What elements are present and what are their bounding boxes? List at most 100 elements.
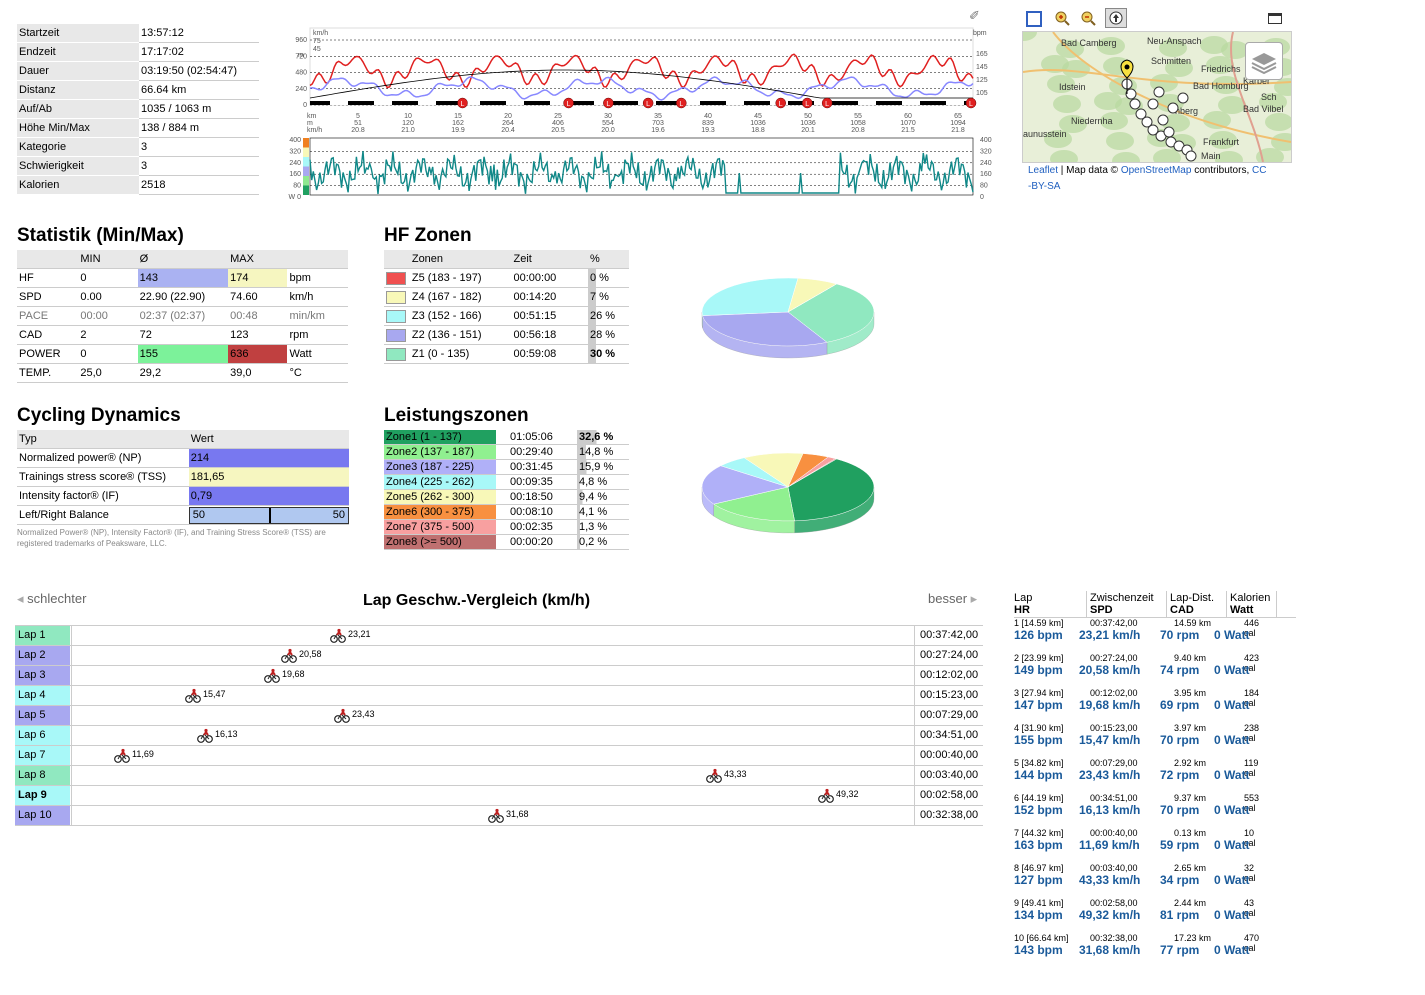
track-point[interactable] xyxy=(1129,98,1141,110)
lap-compare-row[interactable]: Lap 3 19,68 00:12:02,00 xyxy=(15,666,983,686)
summary-key: Höhe Min/Max xyxy=(17,118,139,138)
zoom-out-icon[interactable] xyxy=(1080,10,1096,26)
track-point[interactable] xyxy=(1147,124,1159,136)
lap-list-item[interactable]: 4 [31.90 km] 00:15:23,00 3.97 km 238 cal 155… xyxy=(1014,723,1264,755)
track-point[interactable] xyxy=(1177,92,1189,104)
lap-list-watt: 0 Watt xyxy=(1214,628,1250,642)
lap-list-item[interactable]: 5 [34.82 km] 00:07:29,00 2.92 km 119 cal 144… xyxy=(1014,758,1264,790)
bicycle-icon xyxy=(197,728,213,743)
layers-icon[interactable] xyxy=(1245,42,1283,80)
lap-compare-name[interactable]: Lap 1 xyxy=(15,626,70,645)
lap-marker[interactable] xyxy=(821,97,833,109)
main-m-tick: 1058 xyxy=(850,120,866,127)
summary-key: Endzeit xyxy=(17,42,139,62)
lap-marker[interactable] xyxy=(457,97,468,109)
hf-zone-swatch xyxy=(386,347,406,361)
cc-bysa-link[interactable]: -BY-SA xyxy=(1028,181,1061,192)
lap-list-hr: 134 bpm xyxy=(1014,908,1063,922)
lap-compare-name[interactable]: Lap 8 xyxy=(15,766,70,785)
fit-bounds-icon[interactable] xyxy=(1026,11,1042,27)
statistik-name: HF xyxy=(17,268,79,288)
lap-list-lap: 8 [46.97 km] xyxy=(1014,863,1064,873)
lap-list-item[interactable]: 6 [44.19 km] 00:34:51,00 9.37 km 553 cal 152… xyxy=(1014,793,1264,825)
better-nav[interactable]: besser ▸ xyxy=(928,591,977,607)
statistik-unit: Watt xyxy=(287,344,348,364)
track-point[interactable] xyxy=(1147,98,1159,110)
lap-compare-row[interactable]: Lap 1 23,21 00:37:42,00 xyxy=(15,626,983,646)
lap-compare-row[interactable]: Lap 8 43,33 00:03:40,00 xyxy=(15,766,983,786)
summary-row: Endzeit 17:17:02 xyxy=(17,42,259,62)
track-point[interactable] xyxy=(1153,86,1165,98)
chart-settings-icon[interactable]: ✐ xyxy=(969,8,980,23)
lap-list-dist: 14.59 km xyxy=(1174,618,1212,628)
track-point[interactable] xyxy=(1163,126,1175,138)
track-point[interactable] xyxy=(1185,150,1197,162)
lap-marker[interactable] xyxy=(563,97,574,109)
lap-list-item[interactable]: 2 [23.99 km] 00:27:24,00 9.40 km 423 cal 149… xyxy=(1014,653,1264,685)
lap-list-time: 00:15:23,00 xyxy=(1090,723,1138,733)
lap-list-item[interactable]: 10 [66.64 km] 00:32:38,00 17.23 km 470 cal 1… xyxy=(1014,933,1264,965)
cc-link[interactable]: CC xyxy=(1252,165,1267,176)
lap-compare-row[interactable]: Lap 7 11,69 00:00:40,00 xyxy=(15,746,983,766)
power-zone-pct: 14,8 % xyxy=(577,444,629,460)
track-point[interactable] xyxy=(1141,116,1153,128)
lap-list-item[interactable]: 3 [27.94 km] 00:12:02,00 3.95 km 184 cal 147… xyxy=(1014,688,1264,720)
lap-list-item[interactable]: 7 [44.32 km] 00:00:40,00 0.13 km 10 cal 163 … xyxy=(1014,828,1264,860)
lap-marker[interactable] xyxy=(802,97,813,109)
cd-name: Intensity factor® (IF) xyxy=(17,486,189,506)
lap-marker[interactable] xyxy=(642,97,654,109)
maximize-icon[interactable] xyxy=(1268,13,1282,24)
map-view[interactable]: Bad Camberg Neu-Anspach Schmitten Friedrich… xyxy=(1022,31,1292,163)
lap-compare-name[interactable]: Lap 3 xyxy=(15,666,70,685)
lap-compare-row[interactable]: Lap 9 49,32 00:02:58,00 xyxy=(15,786,983,806)
lap-list-item[interactable]: 1 [14.59 km] 00:37:42,00 14.59 km 446 cal 12… xyxy=(1014,618,1264,650)
lap-compare-name[interactable]: Lap 2 xyxy=(15,646,70,665)
power-zone-strip xyxy=(303,176,309,186)
lap-compare-name[interactable]: Lap 6 xyxy=(15,726,70,745)
leaflet-link[interactable]: Leaflet xyxy=(1028,165,1059,176)
lap-list-item[interactable]: 9 [49.41 km] 00:02:58,00 2.44 km 43 cal 134 … xyxy=(1014,898,1264,930)
lap-compare-row[interactable]: Lap 6 16,13 00:34:51,00 xyxy=(15,726,983,746)
statistik-min: 0.00 xyxy=(78,287,138,307)
lap-compare-name[interactable]: Lap 10 xyxy=(15,806,70,825)
map-forest xyxy=(1215,151,1243,162)
hf-zone-row: Z5 (183 - 197) 00:00:00 0 % xyxy=(384,268,629,288)
lap-marker-label: L xyxy=(646,101,650,108)
lap-compare-row[interactable]: Lap 4 15,47 00:15:23,00 xyxy=(15,686,983,706)
upload-icon[interactable] xyxy=(1105,8,1127,28)
hf-zone-swatch xyxy=(386,328,406,342)
track-point[interactable] xyxy=(1157,114,1169,126)
lap-compare-name[interactable]: Lap 5 xyxy=(15,706,70,725)
cd-balance-row: Left/Right Balance 50 50 xyxy=(17,505,349,525)
lap-marker[interactable] xyxy=(603,97,614,109)
worse-nav[interactable]: ◂ schlechter xyxy=(17,591,86,607)
lap-compare-name[interactable]: Lap 7 xyxy=(15,746,70,765)
lap-compare-row[interactable]: Lap 2 20,58 00:27:24,00 xyxy=(15,646,983,666)
track-point[interactable] xyxy=(1125,88,1137,100)
track-point[interactable] xyxy=(1135,108,1147,120)
statistik-unit: min/km xyxy=(287,306,348,326)
lap-compare-name[interactable]: Lap 4 xyxy=(15,686,70,705)
summary-key: Kategorie xyxy=(17,137,139,157)
lap-compare-row[interactable]: Lap 10 31,68 00:32:38,00 xyxy=(15,806,983,826)
lap-compare-row[interactable]: Lap 5 23,43 00:07:29,00 xyxy=(15,706,983,726)
lap-marker[interactable] xyxy=(965,97,977,109)
worse-label: schlechter xyxy=(27,591,87,606)
zoom-in-icon[interactable] xyxy=(1054,10,1070,26)
lap-compare-name[interactable]: Lap 9 xyxy=(15,786,70,805)
lap-list-item[interactable]: 8 [46.97 km] 00:03:40,00 2.65 km 32 cal 127 … xyxy=(1014,863,1264,895)
lap-marker[interactable] xyxy=(775,97,786,109)
lap-marker[interactable] xyxy=(676,97,687,109)
lap-list-h-lap: Lap xyxy=(1014,592,1033,604)
statistik-row: POWER 0 155 636 Watt xyxy=(17,344,348,364)
main-km-tick: 10 xyxy=(404,113,412,120)
start-pin-icon[interactable] xyxy=(1120,59,1134,94)
osm-link[interactable]: OpenStreetMap xyxy=(1120,165,1192,176)
power-y-tick: 400 xyxy=(289,137,301,144)
main-m-tick: 120 xyxy=(402,120,414,127)
lap-list-cad: 70 rpm xyxy=(1160,803,1200,817)
track-point[interactable] xyxy=(1167,102,1179,114)
power-zone-time: 00:00:20 xyxy=(496,534,577,550)
main-kmh-tick: 19.9 xyxy=(451,127,465,134)
statistik-name: PACE xyxy=(17,306,79,326)
